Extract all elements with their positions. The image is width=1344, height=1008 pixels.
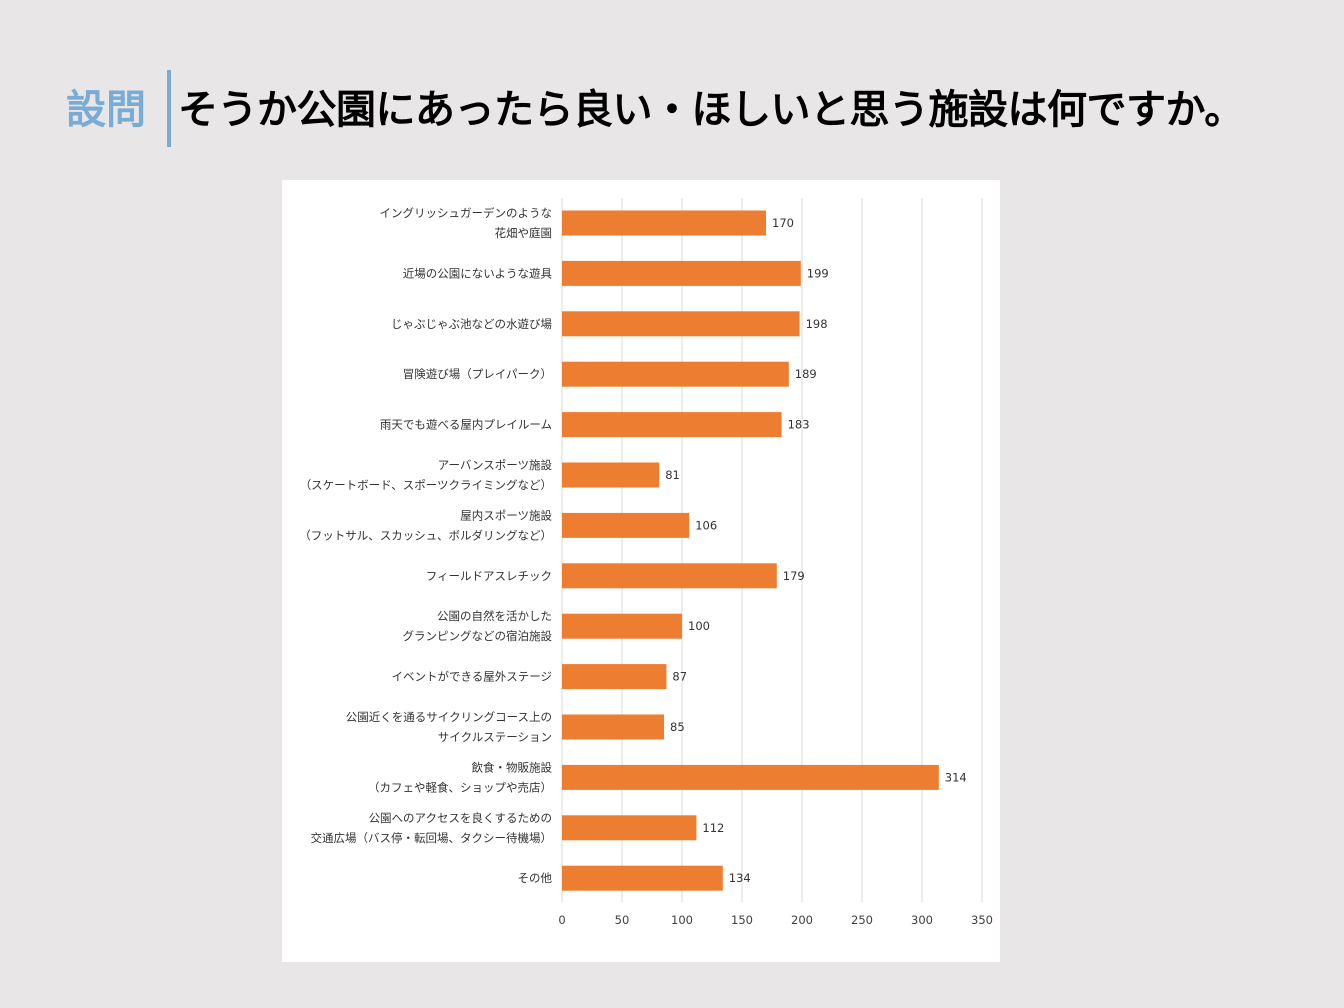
category-label: 雨天でも遊べる屋内プレイルーム — [380, 418, 552, 432]
bars — [562, 210, 939, 891]
data-label: 179 — [783, 569, 805, 583]
category-label: （カフェや軽食、ショップや売店） — [368, 780, 552, 794]
data-labels: 170 199 198 189 183 81 106 179 100 87 85 314 112 134 — [665, 216, 967, 885]
x-tick-label: 350 — [971, 913, 993, 927]
category-label: じゃぶじゃぶ池などの水遊び場 — [391, 317, 552, 331]
category-label: 公園へのアクセスを良くするための — [369, 811, 552, 825]
bar — [562, 512, 690, 538]
bar — [562, 210, 766, 236]
category-label: 飲食・物販施設 — [472, 760, 553, 774]
data-label: 85 — [670, 720, 685, 734]
chart-card: イングリッシュガーデンのような花畑や庭園近場の公園にないような遊具じゃぶじゃぶ池… — [282, 180, 1000, 962]
data-label: 112 — [702, 821, 724, 835]
x-tick-label: 200 — [791, 913, 813, 927]
data-label: 81 — [665, 468, 680, 482]
x-axis-ticks: 0 50 100 150 200 250 300 350 — [558, 913, 993, 927]
bar — [562, 865, 723, 891]
category-labels: イングリッシュガーデンのような花畑や庭園近場の公園にないような遊具じゃぶじゃぶ池… — [299, 206, 552, 885]
category-label: イングリッシュガーデンのような — [380, 206, 553, 220]
data-label: 199 — [807, 266, 829, 280]
bar — [562, 815, 697, 841]
x-tick-label: 300 — [911, 913, 933, 927]
data-label: 189 — [795, 367, 817, 381]
category-label: 公園の自然を活かした — [437, 609, 552, 623]
category-label: 花畑や庭園 — [495, 226, 553, 240]
category-label: イベントができる屋外ステージ — [391, 670, 552, 684]
x-tick-label: 100 — [671, 913, 693, 927]
data-label: 183 — [788, 418, 810, 432]
bar-chart: イングリッシュガーデンのような花畑や庭園近場の公園にないような遊具じゃぶじゃぶ池… — [299, 198, 993, 927]
question-label: 設問 — [66, 87, 146, 133]
data-label: 170 — [772, 216, 794, 230]
bar — [562, 714, 664, 740]
bar — [562, 311, 800, 337]
x-tick-label: 50 — [615, 913, 630, 927]
category-label: 公園近くを通るサイクリングコース上の — [346, 710, 552, 724]
category-label: フィールドアスレチック — [426, 569, 552, 583]
question-title: そうか公園にあったら良い・ほしいと思う施設は何ですか。 — [178, 87, 1244, 133]
category-label: アーバンスポーツ施設 — [438, 458, 553, 472]
bar — [562, 613, 682, 639]
category-label: その他 — [518, 871, 553, 885]
x-tick-label: 0 — [558, 913, 565, 927]
category-label: 冒険遊び場（プレイパーク） — [403, 367, 552, 381]
bar — [562, 664, 667, 690]
header-divider — [167, 70, 171, 147]
data-label: 134 — [729, 871, 751, 885]
category-label: 屋内スポーツ施設 — [460, 508, 552, 522]
category-label: （フットサル、スカッシュ、ボルダリングなど） — [299, 528, 552, 542]
category-label: 近場の公園にないような遊具 — [403, 266, 553, 280]
category-label: グランピングなどの宿泊施設 — [403, 629, 553, 643]
bar — [562, 361, 789, 387]
bar — [562, 412, 782, 438]
bar — [562, 563, 777, 589]
data-label: 106 — [695, 518, 717, 532]
data-label: 87 — [672, 670, 687, 684]
x-tick-label: 150 — [731, 913, 753, 927]
bar — [562, 462, 660, 488]
bar — [562, 764, 939, 790]
category-label: サイクルステーション — [438, 730, 552, 744]
data-label: 198 — [806, 317, 828, 331]
x-tick-label: 250 — [851, 913, 873, 927]
bar — [562, 260, 801, 286]
gridlines — [561, 198, 983, 902]
data-label: 314 — [945, 770, 967, 784]
category-label: （スケートボード、スポーツクライミングなど） — [300, 478, 552, 492]
data-label: 100 — [688, 619, 710, 633]
category-label: 交通広場（バス停・転回場、タクシー待機場） — [311, 831, 553, 845]
slide-header: 設問 そうか公園にあったら良い・ほしいと思う施設は何ですか。 — [0, 0, 1344, 160]
